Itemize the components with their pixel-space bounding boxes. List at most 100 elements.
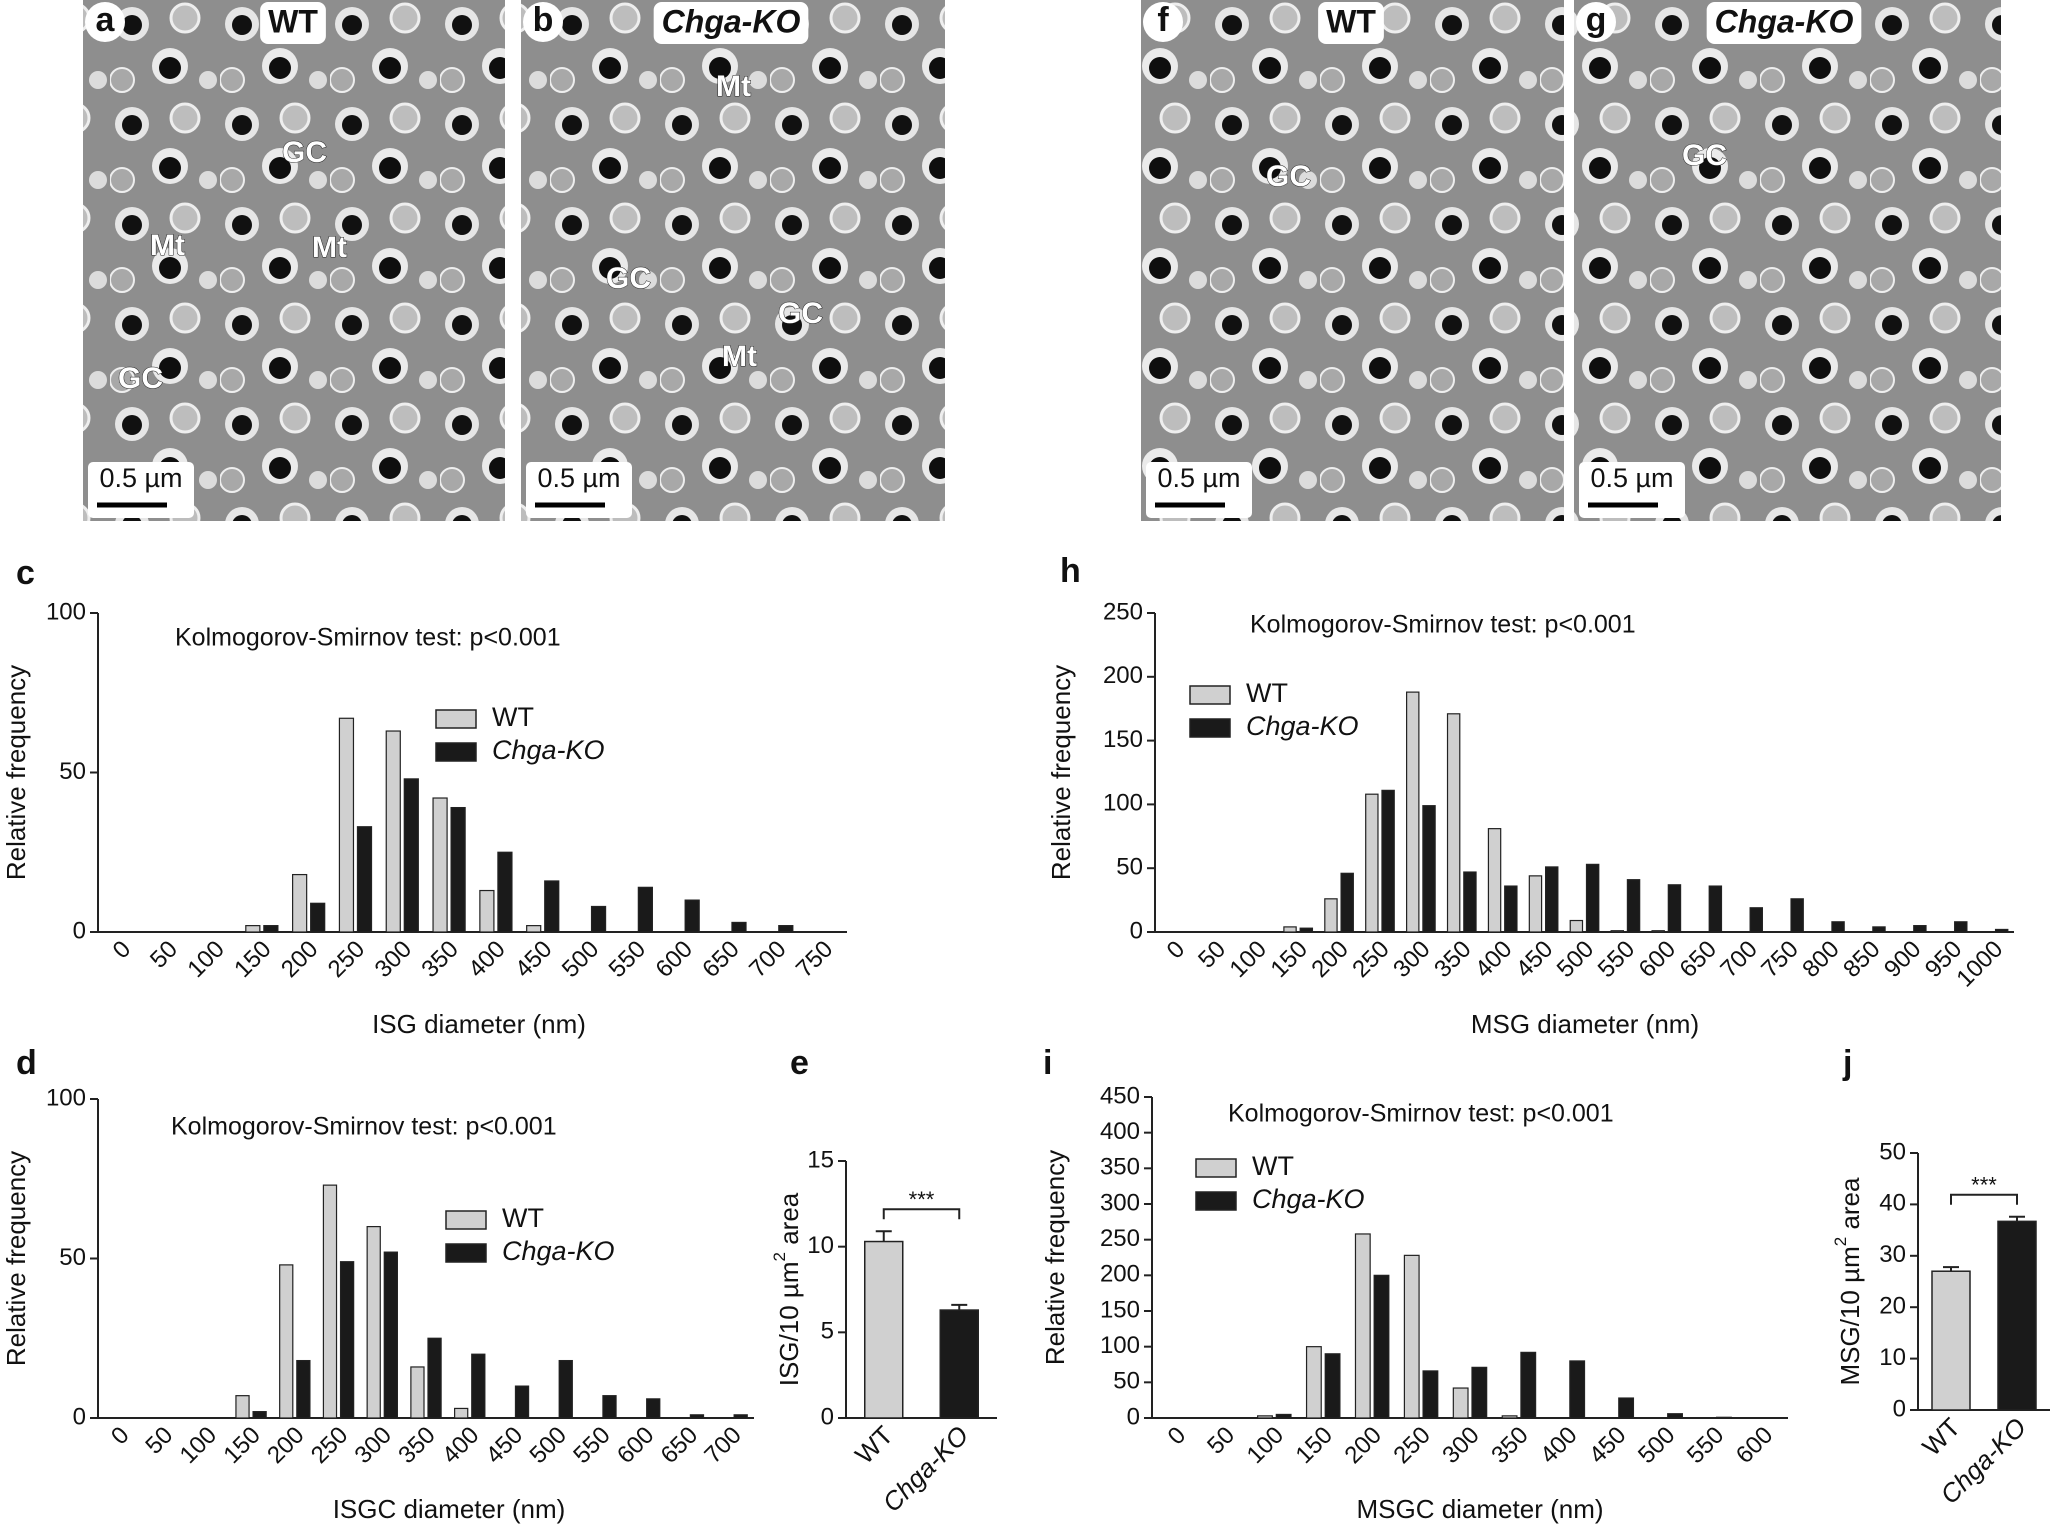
x-tick-label: 250 (323, 936, 370, 983)
x-tick-label: 300 (1437, 1422, 1484, 1469)
x-tick-label: 400 (463, 936, 510, 983)
x-tick-label: 350 (416, 936, 463, 983)
x-tick-label: 50 (140, 1422, 178, 1460)
bar (939, 1309, 979, 1419)
y-tick-label: 10 (1879, 1344, 1906, 1371)
y-tick-label: 100 (46, 1084, 86, 1111)
y-axis-label: Relative frequency (1, 665, 31, 880)
scale-label: 0.5 µm (99, 463, 182, 493)
x-tick-label: 300 (370, 936, 417, 983)
y-label-part: Relative frequency (1, 1151, 31, 1366)
bar (602, 1395, 617, 1419)
legend-label: Chga-KO (1246, 711, 1359, 741)
bar (544, 880, 560, 933)
title-box (260, 2, 326, 44)
panel-letter: c (16, 554, 35, 592)
y-tick-label: 50 (59, 1244, 86, 1271)
y-tick-label: 5 (821, 1318, 834, 1345)
micrograph-a: GC Mt Mt GC (83, 0, 505, 521)
legend-swatch (445, 1243, 487, 1263)
bar (1790, 898, 1804, 933)
x-tick-label: 300 (350, 1422, 397, 1469)
y-tick-label: 0 (1130, 917, 1143, 944)
bar (1324, 898, 1338, 933)
panel-title: Chga-KO (662, 3, 801, 39)
annotation: Kolmogorov-Smirnov test: p<0.001 (171, 1113, 557, 1141)
bar (778, 925, 794, 933)
bar (279, 1264, 294, 1419)
annotation: GC (1682, 139, 1727, 172)
scale-label: 0.5 µm (1590, 463, 1673, 493)
y-axis-label: ISG/10 µm2 area (770, 1192, 803, 1386)
y-tick-label: 50 (59, 758, 86, 785)
x-tick-label: 550 (1593, 936, 1640, 983)
x-tick-label: 500 (525, 1422, 572, 1469)
annotation: GC (1266, 160, 1311, 193)
bar (1305, 1346, 1322, 1419)
legend-label: Chga-KO (1252, 1184, 1365, 1214)
y-tick-label: 0 (73, 1403, 86, 1430)
significance-bracket (882, 1208, 961, 1220)
x-tick-label: WT (849, 1420, 899, 1470)
x-axis-label: ISGC diameter (nm) (333, 1494, 566, 1524)
legend-label: WT (502, 1203, 544, 1233)
bar (637, 886, 653, 933)
legend-swatch (445, 1210, 487, 1230)
bar (1585, 863, 1600, 933)
annotation: GC (282, 136, 327, 169)
bar (733, 1414, 748, 1419)
bar (1626, 879, 1641, 933)
x-tick-label: 400 (1470, 936, 1517, 983)
y-axis-label: MSG/10 µm2 area (1831, 1177, 1864, 1386)
annotation: Mt (150, 229, 185, 262)
x-tick-label: 150 (229, 936, 276, 983)
bar (1667, 1413, 1683, 1419)
panel-letter: h (1060, 552, 1081, 590)
x-tick-label: 600 (612, 1422, 659, 1469)
y-tick-label: 30 (1879, 1241, 1906, 1268)
bar (454, 1407, 469, 1419)
bar (252, 1411, 267, 1419)
bar (235, 1395, 250, 1419)
x-tick-label: 200 (276, 936, 323, 983)
x-tick-label: 150 (1265, 936, 1312, 983)
y-tick-label: 150 (1103, 726, 1143, 753)
bar (1872, 926, 1886, 933)
x-tick-label: 700 (1715, 936, 1762, 983)
x-tick-label: 450 (510, 936, 557, 983)
x-tick-label: 0 (106, 1422, 135, 1451)
bar (1520, 1351, 1537, 1419)
bar (427, 1337, 442, 1419)
x-tick-label: 900 (1879, 936, 1926, 983)
y-label-sup: 2 (1831, 1237, 1850, 1246)
scale-label: 0.5 µm (1157, 463, 1240, 493)
x-tick-label: 100 (175, 1422, 222, 1469)
bar (1569, 919, 1584, 933)
em-image (1574, 0, 2001, 521)
bar (1504, 885, 1518, 933)
bar (1406, 691, 1420, 933)
y-tick-label: 200 (1100, 1261, 1140, 1288)
y-tick-label: 250 (1103, 598, 1143, 625)
bar (1487, 828, 1502, 933)
bar (1997, 1220, 2037, 1411)
bar (1381, 789, 1395, 933)
x-tick-label: 750 (791, 936, 838, 983)
y-tick-label: 200 (1103, 662, 1143, 689)
legend-label: WT (492, 702, 534, 732)
x-tick-label: WT (1916, 1412, 1966, 1462)
x-tick-label: 750 (1756, 936, 1803, 983)
annotation: Kolmogorov-Smirnov test: p<0.001 (175, 624, 561, 652)
y-label-part: Relative frequency (1046, 665, 1076, 880)
bar (1283, 926, 1297, 933)
panel-letter: a (96, 1, 116, 39)
bar (864, 1240, 904, 1419)
y-tick-label: 40 (1879, 1190, 1906, 1217)
annotation: Kolmogorov-Smirnov test: p<0.001 (1250, 611, 1636, 639)
x-tick-label: 0 (1162, 936, 1191, 965)
bar (1831, 921, 1845, 933)
x-tick-label: 50 (145, 936, 183, 974)
bar (292, 873, 308, 933)
panel-letter: d (16, 1044, 37, 1082)
